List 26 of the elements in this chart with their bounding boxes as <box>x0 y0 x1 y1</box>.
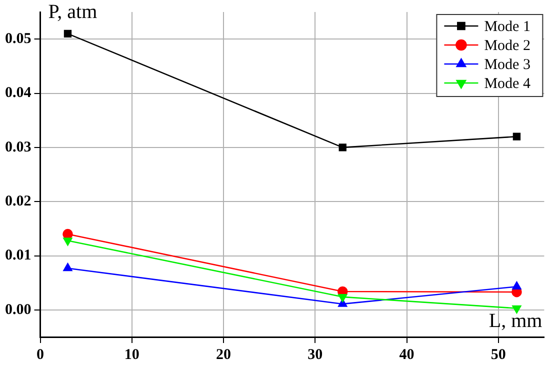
point <box>512 305 522 314</box>
y-tick-label: 0.01 <box>5 248 32 264</box>
x-tick-label: 40 <box>399 346 414 363</box>
y-tick-label: 0.00 <box>5 302 32 318</box>
point <box>63 238 72 246</box>
legend-label: Mode 3 <box>484 56 530 73</box>
y-tick-label: 0.03 <box>5 139 32 156</box>
x-axis-title: L, mm <box>488 310 543 332</box>
y-tick-label: 0.02 <box>5 193 32 210</box>
legend-label: Mode 2 <box>484 38 530 54</box>
x-tick-label: 10 <box>124 346 140 363</box>
point <box>512 281 522 290</box>
y-axis-title: P, atm <box>48 1 98 23</box>
point <box>64 30 72 38</box>
point <box>63 263 72 272</box>
legend-label: Mode 4 <box>484 76 531 92</box>
y-tick-label: 0.04 <box>5 85 32 102</box>
point <box>338 294 348 302</box>
y-tick-label: 0.05 <box>5 30 32 47</box>
x-tick-label: 20 <box>216 346 232 363</box>
point <box>338 144 346 152</box>
point <box>512 132 521 140</box>
x-tick-label: 0 <box>36 346 44 363</box>
x-tick-label: 30 <box>308 346 323 363</box>
x-tick-label: 50 <box>490 346 506 363</box>
legend-label: Mode 1 <box>484 18 530 35</box>
